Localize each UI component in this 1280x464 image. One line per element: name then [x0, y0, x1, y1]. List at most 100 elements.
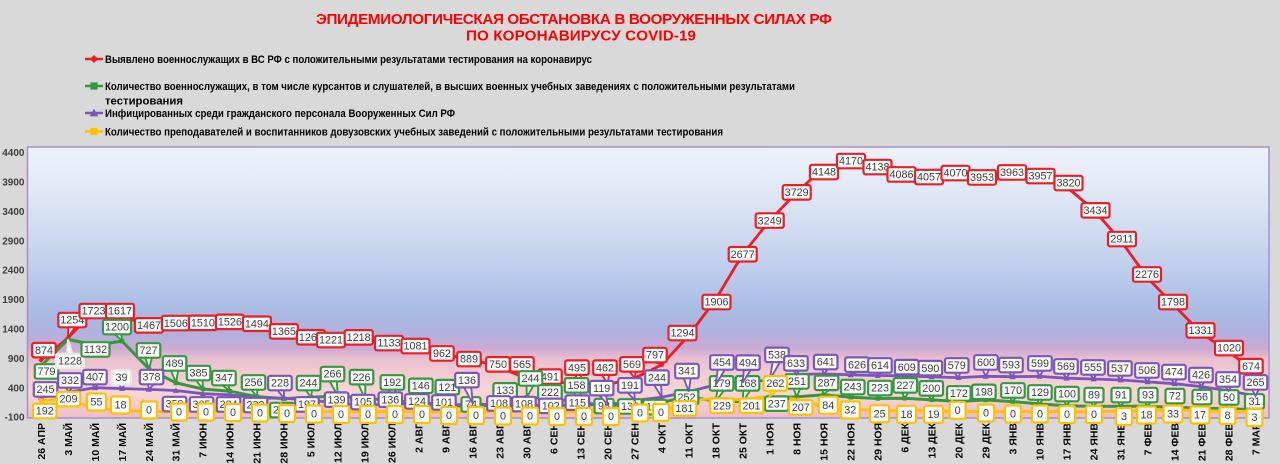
svg-text:0: 0 — [365, 409, 371, 421]
svg-text:332: 332 — [61, 375, 79, 387]
svg-text:590: 590 — [921, 363, 939, 375]
svg-text:12 ИЮЛ: 12 ИЮЛ — [333, 423, 345, 463]
svg-text:1494: 1494 — [245, 319, 269, 331]
svg-text:341: 341 — [678, 366, 696, 378]
svg-text:4057: 4057 — [917, 172, 941, 184]
svg-text:8: 8 — [1224, 410, 1230, 422]
svg-text:18: 18 — [900, 409, 912, 421]
svg-text:407: 407 — [86, 372, 104, 384]
svg-text:265: 265 — [1246, 377, 1264, 389]
svg-text:201: 201 — [742, 400, 760, 412]
svg-text:209: 209 — [59, 394, 77, 406]
svg-text:ПО КОРОНАВИРУСУ COVID-19: ПО КОРОНАВИРУСУ COVID-19 — [466, 28, 696, 45]
svg-text:3 ЯНВ: 3 ЯНВ — [1007, 423, 1019, 455]
svg-text:21 ФЕВ: 21 ФЕВ — [1196, 423, 1208, 462]
svg-text:3820: 3820 — [1056, 178, 1080, 190]
svg-text:3957: 3957 — [1028, 171, 1052, 183]
svg-text:1467: 1467 — [137, 320, 161, 332]
svg-text:251: 251 — [788, 376, 806, 388]
svg-text:0: 0 — [1091, 409, 1097, 421]
svg-text:6 СЕН: 6 СЕН — [549, 423, 561, 454]
svg-text:25: 25 — [874, 409, 886, 421]
svg-text:4170: 4170 — [839, 156, 863, 168]
svg-text:129: 129 — [1031, 387, 1049, 399]
svg-text:3 МАЙ: 3 МАЙ — [62, 423, 75, 456]
svg-text:0: 0 — [983, 408, 989, 420]
svg-text:426: 426 — [1192, 370, 1210, 382]
svg-text:Количество преподавателей и во: Количество преподавателей и воспитаннико… — [105, 127, 723, 139]
svg-text:22 НОЯ: 22 НОЯ — [846, 423, 858, 461]
svg-text:1200: 1200 — [105, 322, 129, 334]
svg-text:0: 0 — [392, 409, 398, 421]
svg-text:тестирования: тестирования — [105, 96, 183, 108]
svg-text:121: 121 — [438, 382, 456, 394]
svg-text:1798: 1798 — [1161, 297, 1185, 309]
svg-text:172: 172 — [950, 388, 968, 400]
svg-text:569: 569 — [1057, 361, 1075, 373]
svg-text:30 АВГ: 30 АВГ — [522, 423, 534, 459]
svg-text:962: 962 — [433, 348, 451, 360]
svg-text:1228: 1228 — [58, 356, 82, 368]
svg-text:158: 158 — [567, 380, 585, 392]
svg-text:100: 100 — [1058, 389, 1076, 401]
svg-text:91: 91 — [1115, 390, 1127, 402]
svg-text:245: 245 — [36, 384, 54, 396]
svg-text:593: 593 — [1002, 360, 1020, 372]
svg-text:223: 223 — [871, 383, 889, 395]
svg-text:1218: 1218 — [347, 332, 371, 344]
svg-text:256: 256 — [244, 377, 262, 389]
svg-text:18: 18 — [114, 400, 126, 412]
svg-text:1906: 1906 — [704, 297, 728, 309]
svg-text:0: 0 — [608, 411, 614, 423]
svg-text:537: 537 — [1111, 363, 1129, 375]
svg-text:20 ДЕК: 20 ДЕК — [953, 422, 965, 458]
svg-text:-100: -100 — [4, 413, 24, 424]
svg-text:237: 237 — [768, 398, 786, 410]
svg-text:347: 347 — [215, 373, 233, 385]
svg-text:0: 0 — [473, 410, 479, 422]
svg-text:170: 170 — [1004, 385, 1022, 397]
svg-text:495: 495 — [568, 362, 586, 374]
svg-text:641: 641 — [817, 357, 835, 369]
svg-text:24 ЯНВ: 24 ЯНВ — [1088, 423, 1100, 461]
svg-text:555: 555 — [1084, 362, 1102, 374]
svg-text:0: 0 — [581, 411, 587, 423]
svg-text:17: 17 — [1194, 410, 1206, 422]
svg-text:17 МАЙ: 17 МАЙ — [116, 423, 129, 461]
svg-text:119: 119 — [593, 383, 610, 395]
svg-text:874: 874 — [35, 345, 53, 357]
svg-text:378: 378 — [142, 372, 160, 384]
svg-text:569: 569 — [623, 359, 641, 371]
svg-text:244: 244 — [521, 373, 539, 385]
svg-text:1617: 1617 — [108, 306, 132, 318]
svg-text:600: 600 — [977, 357, 995, 369]
svg-text:4070: 4070 — [943, 168, 967, 180]
svg-text:50: 50 — [1223, 392, 1235, 404]
svg-text:0: 0 — [1037, 409, 1043, 421]
svg-text:3900: 3900 — [2, 178, 25, 189]
svg-text:21 ИЮН: 21 ИЮН — [252, 423, 264, 464]
svg-text:13 СЕН: 13 СЕН — [576, 423, 588, 460]
svg-text:19: 19 — [927, 409, 939, 421]
svg-text:207: 207 — [792, 402, 810, 414]
svg-text:136: 136 — [458, 375, 476, 387]
svg-text:31 ЯНВ: 31 ЯНВ — [1115, 423, 1127, 461]
svg-text:626: 626 — [848, 359, 866, 371]
svg-text:14 ИЮН: 14 ИЮН — [225, 423, 237, 464]
svg-text:614: 614 — [871, 360, 889, 372]
svg-text:229: 229 — [713, 400, 731, 412]
svg-text:3963: 3963 — [1000, 167, 1024, 179]
svg-text:14 ФЕВ: 14 ФЕВ — [1169, 423, 1181, 462]
svg-text:7 МАР: 7 МАР — [1250, 423, 1262, 455]
svg-text:2276: 2276 — [1135, 269, 1159, 281]
svg-text:16 АВГ: 16 АВГ — [468, 423, 480, 459]
svg-text:23 АВГ: 23 АВГ — [495, 423, 507, 459]
svg-text:17 ЯНВ: 17 ЯНВ — [1061, 423, 1073, 461]
svg-text:491: 491 — [541, 371, 559, 383]
svg-text:454: 454 — [713, 357, 731, 369]
svg-text:0: 0 — [284, 408, 290, 420]
svg-text:26 АПР: 26 АПР — [36, 423, 48, 460]
svg-text:11 ОКТ: 11 ОКТ — [684, 422, 696, 458]
svg-text:1510: 1510 — [191, 318, 215, 330]
svg-text:0: 0 — [419, 409, 425, 421]
